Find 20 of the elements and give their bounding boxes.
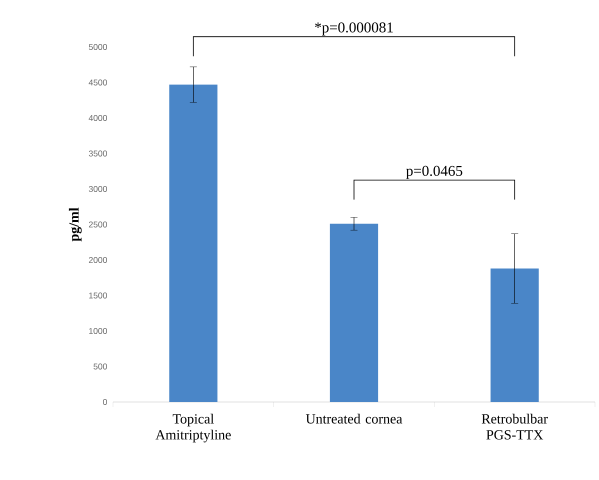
bar (490, 268, 539, 402)
y-tick-label: 0 (102, 399, 108, 405)
y-axis-title: pg/ml (68, 208, 82, 242)
y-tick-label: 2000 (88, 257, 108, 263)
x-tick-label: Retrobulbar PGS-TTX (482, 414, 548, 440)
y-tick-label: 4500 (88, 80, 108, 86)
x-tick-label: Topical Amitriptyline (156, 414, 231, 442)
y-tick-label: 1500 (89, 292, 108, 298)
text: *p=0.000081 (315, 22, 393, 36)
y-tick-label: 5000 (88, 44, 108, 50)
y-tick-label: 3500 (88, 150, 108, 156)
bar (169, 84, 218, 402)
y-tick-label: 4000 (88, 115, 108, 121)
y-tick-label: 500 (94, 364, 108, 370)
bar (330, 224, 378, 402)
x-tick-label: Untreated cornea (306, 414, 402, 424)
annotation: p=0.0465 (406, 166, 462, 179)
y-tick-label: 1000 (89, 328, 108, 334)
y-tick-label: 2500 (88, 222, 108, 228)
y-tick-label: 3000 (88, 186, 108, 192)
